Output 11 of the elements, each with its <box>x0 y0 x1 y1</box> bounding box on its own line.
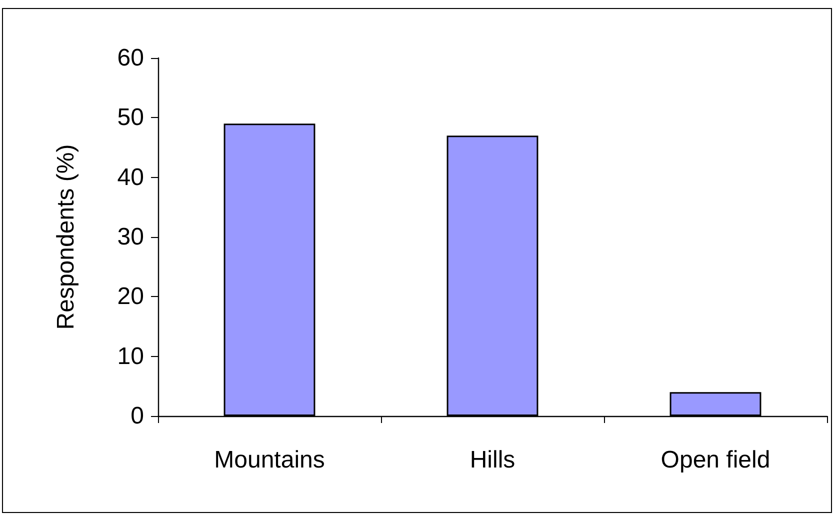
y-tick-label: 10 <box>117 342 144 370</box>
x-tick-label: Hills <box>470 446 516 474</box>
y-tick-label: 30 <box>117 224 144 250</box>
y-tick-label: 0 <box>130 402 144 430</box>
x-tick-label: Open field <box>660 446 770 474</box>
y-tick-label: 60 <box>117 44 144 72</box>
x-tick-label: Mountains <box>214 446 325 474</box>
y-tick-label: 20 <box>117 283 144 310</box>
y-tick-label: 50 <box>117 104 144 132</box>
y-axis-title: Respondents (%) <box>52 144 80 330</box>
y-tick-label: 40 <box>117 164 144 191</box>
